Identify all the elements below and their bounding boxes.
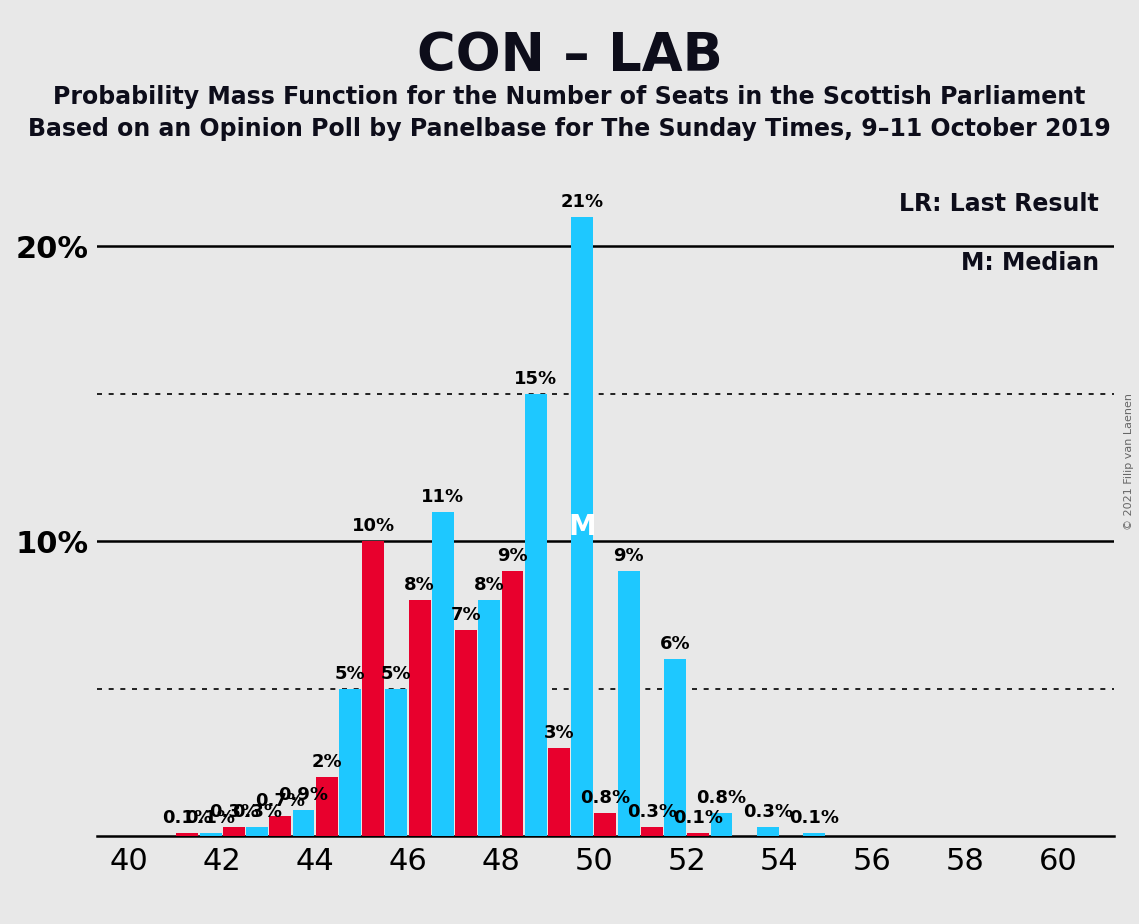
Bar <box>664 660 686 836</box>
Bar <box>641 827 663 836</box>
Text: 9%: 9% <box>613 547 644 565</box>
Text: 15%: 15% <box>514 370 557 388</box>
Bar <box>687 833 710 836</box>
Bar <box>316 777 337 836</box>
Text: 0.3%: 0.3% <box>626 804 677 821</box>
Bar <box>293 809 314 836</box>
Bar <box>177 833 198 836</box>
Bar <box>572 217 593 836</box>
Text: M: M <box>568 513 596 541</box>
Bar <box>432 512 453 836</box>
Text: 8%: 8% <box>474 577 505 594</box>
Text: 21%: 21% <box>560 193 604 211</box>
Text: 0.7%: 0.7% <box>255 792 305 809</box>
Bar <box>711 812 732 836</box>
Bar <box>595 812 616 836</box>
Text: M: Median: M: Median <box>960 250 1099 274</box>
Text: 0.3%: 0.3% <box>743 804 793 821</box>
Text: 0.1%: 0.1% <box>673 809 723 827</box>
Bar <box>409 601 431 836</box>
Text: © 2021 Filip van Laenen: © 2021 Filip van Laenen <box>1124 394 1133 530</box>
Bar <box>501 571 524 836</box>
Text: 0.1%: 0.1% <box>163 809 212 827</box>
Text: 11%: 11% <box>421 488 465 506</box>
Text: 8%: 8% <box>404 577 435 594</box>
Bar <box>456 630 477 836</box>
Bar <box>757 827 779 836</box>
Text: 0.1%: 0.1% <box>789 809 839 827</box>
Bar <box>548 748 570 836</box>
Bar <box>525 394 547 836</box>
Text: Probability Mass Function for the Number of Seats in the Scottish Parliament: Probability Mass Function for the Number… <box>54 85 1085 109</box>
Text: 0.8%: 0.8% <box>696 789 746 807</box>
Bar <box>478 601 500 836</box>
Bar <box>362 541 384 836</box>
Bar <box>269 816 292 836</box>
Bar <box>803 833 826 836</box>
Bar <box>223 827 245 836</box>
Text: 2%: 2% <box>311 753 342 772</box>
Bar <box>385 688 408 836</box>
Text: 10%: 10% <box>352 517 395 535</box>
Text: 0.9%: 0.9% <box>279 785 328 804</box>
Text: LR: Last Result: LR: Last Result <box>899 192 1099 215</box>
Text: 0.3%: 0.3% <box>232 804 282 821</box>
Bar <box>339 688 361 836</box>
Text: 0.8%: 0.8% <box>580 789 631 807</box>
Bar <box>246 827 268 836</box>
Bar <box>617 571 639 836</box>
Bar <box>199 833 221 836</box>
Text: 6%: 6% <box>659 636 690 653</box>
Text: 7%: 7% <box>451 606 482 624</box>
Text: 9%: 9% <box>498 547 527 565</box>
Text: 0.1%: 0.1% <box>186 809 236 827</box>
Text: 3%: 3% <box>543 723 574 742</box>
Text: 0.3%: 0.3% <box>208 804 259 821</box>
Text: 5%: 5% <box>382 665 411 683</box>
Text: 5%: 5% <box>335 665 366 683</box>
Text: CON – LAB: CON – LAB <box>417 30 722 81</box>
Text: Based on an Opinion Poll by Panelbase for The Sunday Times, 9–11 October 2019: Based on an Opinion Poll by Panelbase fo… <box>28 117 1111 141</box>
